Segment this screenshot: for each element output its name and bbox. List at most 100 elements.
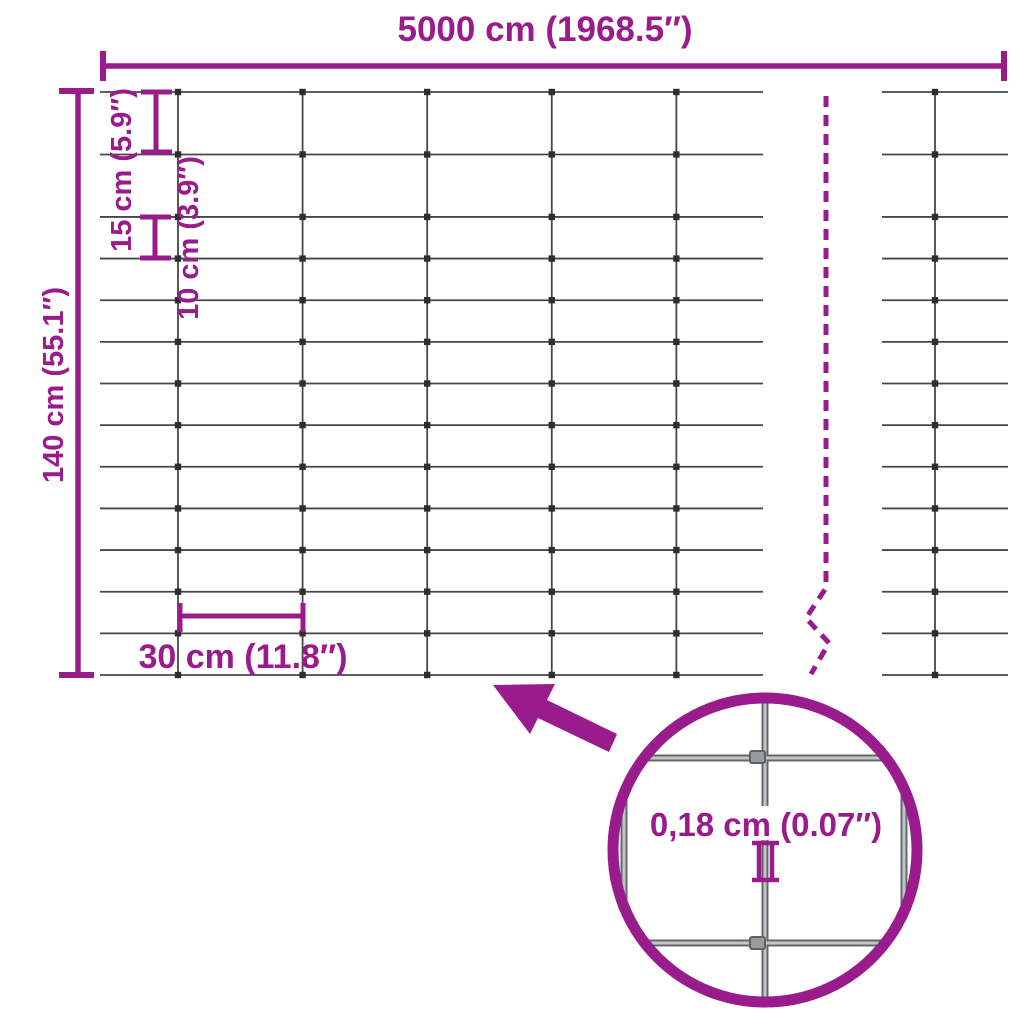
dimension-total-height: 140 cm (55.1″) — [38, 88, 94, 678]
wire-knot — [548, 213, 555, 221]
wire-knot — [423, 88, 431, 96]
wire-knot — [174, 151, 182, 158]
wire-knot — [299, 338, 306, 346]
wire-knot — [174, 588, 182, 595]
wire-knot — [174, 297, 182, 304]
wire-knot — [174, 671, 182, 679]
wire-knot — [673, 338, 680, 346]
wire-knot — [548, 630, 555, 637]
wire-knot — [673, 151, 680, 158]
wire-knot — [931, 380, 939, 387]
wire-knot — [174, 88, 182, 96]
wire-knot — [931, 213, 939, 221]
total-height-label: 140 cm (55.1″) — [38, 287, 70, 483]
detail-circle-ring — [607, 692, 923, 1008]
wire-knot — [931, 338, 939, 346]
wire-mesh-grid — [100, 88, 1008, 679]
mesh-break-line — [802, 96, 833, 676]
wire-knot — [673, 588, 680, 595]
detail-wires — [615, 700, 915, 1000]
gap10-label: 10 cm (3.9″) — [173, 156, 205, 320]
wire-thickness-label: 0,18 cm (0.07″) — [650, 806, 882, 843]
wire-knot — [673, 630, 680, 637]
wire-knot — [931, 630, 939, 637]
wire-knot — [931, 88, 939, 96]
detail-knot — [749, 936, 766, 950]
wire-knot — [548, 255, 555, 262]
wire-knot — [548, 88, 555, 96]
wire-knot — [548, 297, 555, 304]
wire-knot — [423, 421, 431, 429]
wire-knot — [174, 630, 182, 637]
wire-knot — [931, 255, 939, 262]
wire-knot — [299, 671, 306, 679]
wire-knot — [299, 255, 306, 262]
wire-knot — [548, 151, 555, 158]
wire-knot — [931, 151, 939, 158]
wire-knot — [548, 546, 555, 554]
gap15-label: 15 cm (5.9″) — [106, 88, 138, 252]
wire-knot — [299, 380, 306, 387]
wire-knot — [423, 505, 431, 512]
wire-knot — [548, 338, 555, 346]
wire-knot — [299, 151, 306, 158]
dimension-row-gap-10: 10 cm (3.9″) — [140, 156, 205, 320]
wire-knot — [673, 505, 680, 512]
detail-circle: 0,18 cm (0.07″) — [607, 692, 923, 1008]
wire-knot — [931, 546, 939, 554]
dimension-col-gap-30: 30 cm (11.8″) — [138, 603, 348, 676]
wire-knot — [673, 213, 680, 221]
wire-knot — [174, 338, 182, 346]
wire-knot — [673, 380, 680, 387]
wire-knot — [673, 421, 680, 429]
wire-knot — [673, 671, 680, 679]
wire-knot — [174, 380, 182, 387]
wire-knot — [299, 630, 306, 637]
wire-knot — [673, 546, 680, 554]
wire-knot — [423, 297, 431, 304]
wire-knot — [299, 463, 306, 470]
wire-knot — [673, 88, 680, 96]
wire-knot — [673, 297, 680, 304]
wire-knot — [931, 297, 939, 304]
wire-knot — [548, 505, 555, 512]
wire-knot — [423, 338, 431, 346]
wire-knot — [174, 255, 182, 262]
wire-knot — [931, 588, 939, 595]
dimension-row-gap-15: 15 cm (5.9″) — [106, 88, 172, 252]
total-width-label: 5000 cm (1968.5″) — [397, 10, 692, 49]
wire-knot — [423, 213, 431, 221]
wire-knot — [299, 213, 306, 221]
wire-knot — [548, 588, 555, 595]
wire-knot — [299, 297, 306, 304]
wire-knot — [423, 151, 431, 158]
wire-knot — [423, 463, 431, 470]
wire-knot — [299, 421, 306, 429]
wire-knot — [673, 463, 680, 470]
wire-knot — [548, 463, 555, 470]
wire-knot — [423, 380, 431, 387]
wire-knot — [299, 505, 306, 512]
wire-knot — [299, 588, 306, 595]
gap30-label: 30 cm (11.8″) — [138, 638, 347, 676]
wire-knot — [931, 505, 939, 512]
zoom-arrow-icon — [493, 684, 617, 752]
wire-knot — [548, 671, 555, 679]
wire-knot — [174, 505, 182, 512]
wire-knot — [548, 421, 555, 429]
wire-knot — [548, 380, 555, 387]
wire-knot — [931, 421, 939, 429]
wire-knot — [423, 546, 431, 554]
dimension-total-width: 5000 cm (1968.5″) — [100, 10, 1007, 81]
detail-knot — [749, 750, 766, 764]
wire-knot — [423, 255, 431, 262]
wire-knot — [174, 421, 182, 429]
wire-knot — [299, 88, 306, 96]
wire-knot — [423, 630, 431, 637]
wire-knot — [174, 546, 182, 554]
wire-knot — [299, 546, 306, 554]
wire-knot — [931, 671, 939, 679]
wire-knot — [423, 588, 431, 595]
wire-knot — [174, 213, 182, 221]
